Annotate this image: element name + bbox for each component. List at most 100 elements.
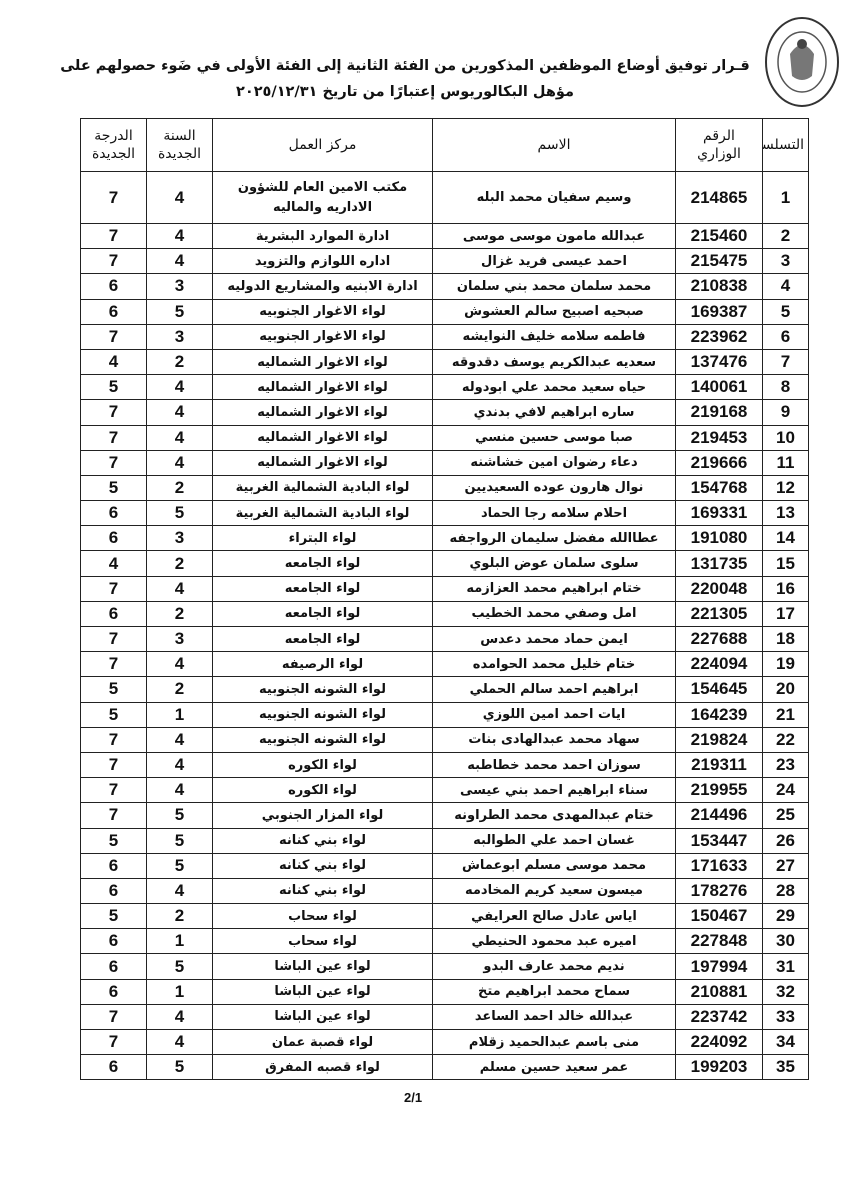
- table-cell: 219453: [675, 424, 763, 451]
- table-cell: 14: [762, 525, 809, 552]
- table-cell: 6: [80, 953, 147, 980]
- table-cell: 12: [762, 474, 809, 502]
- table-cell: لواء الاغوار الشماليه: [212, 374, 433, 401]
- table-row: 15 131735 سلوى سلمان عوض البلوي لواء الجامع…: [80, 550, 809, 577]
- table-cell: 219955: [675, 777, 763, 804]
- table-cell: 6: [80, 600, 147, 628]
- table-cell: لواء بني كنانه: [212, 827, 433, 854]
- table-cell: 6: [80, 852, 147, 879]
- table-cell: 9: [762, 399, 809, 426]
- table-cell: 4: [80, 550, 147, 577]
- table-cell: 2: [146, 903, 213, 930]
- table-cell: 32: [762, 978, 809, 1005]
- table-cell: 5: [80, 374, 147, 401]
- table-cell: 11: [762, 449, 809, 476]
- table-cell: 131735: [675, 550, 763, 577]
- table-cell: لواء الجامعه: [212, 625, 433, 653]
- table-cell: ختام خليل محمد الحوامده: [432, 651, 676, 678]
- table-row: 25 214496 ختام عبدالمهدى محمد الطراونه لواء…: [80, 802, 809, 829]
- table-cell: 220048: [675, 575, 763, 602]
- table-cell: سناء ابراهيم احمد بني عيسى: [432, 777, 676, 804]
- table-cell: 4: [146, 877, 213, 905]
- table-cell: ايمن حماد محمد دعدس: [432, 625, 676, 653]
- table-cell: لواء الشونه الجنوبيه: [212, 676, 433, 703]
- table-cell: غسان احمد علي الطوالبه: [432, 827, 676, 854]
- table-row: 17 221305 امل وصفي محمد الخطيب لواء الجامعه…: [80, 600, 809, 628]
- table-cell: 15: [762, 550, 809, 577]
- table-cell: سماح محمد ابراهيم متخ: [432, 978, 676, 1005]
- table-cell: 6: [80, 877, 147, 905]
- table-cell: امل وصفي محمد الخطيب: [432, 600, 676, 628]
- table-row: 12 154768 نوال هارون عوده السعيديين لواء ال…: [80, 474, 809, 502]
- table-cell: ايات احمد امين اللوزي: [432, 701, 676, 728]
- table-cell: 30: [762, 928, 809, 955]
- table-cell: 4: [146, 399, 213, 426]
- table-cell: 219311: [675, 751, 763, 779]
- table-cell: احمد عيسى فريد غزال: [432, 248, 676, 275]
- table-cell: 5: [146, 852, 213, 879]
- table-cell: 2: [146, 550, 213, 577]
- table-cell: 210881: [675, 978, 763, 1005]
- column-header: السنة الجديدة: [146, 118, 213, 172]
- table-cell: لواء الجامعه: [212, 575, 433, 602]
- table-row: 23 219311 سوزان احمد محمد خطاطبه لواء الكور…: [80, 751, 809, 779]
- table-cell: 7: [80, 651, 147, 678]
- table-cell: 4: [146, 777, 213, 804]
- table-cell: لواء الاغوار الشماليه: [212, 399, 433, 426]
- table-cell: 7: [80, 399, 147, 426]
- table-cell: 7: [80, 248, 147, 275]
- table-cell: 7: [80, 802, 147, 829]
- table-row: 10 219453 صبا موسى حسين منسي لواء الاغوار ا…: [80, 424, 809, 451]
- table-cell: 221305: [675, 600, 763, 628]
- table-cell: 4: [146, 449, 213, 476]
- column-header: الدرجة الجديدة: [80, 118, 147, 172]
- table-row: 13 169331 احلام سلامه رجا الحماد لواء الباد…: [80, 500, 809, 527]
- table-cell: لواء عين الباشا: [212, 978, 433, 1005]
- table-cell: عطاالله مفضل سليمان الرواجفه: [432, 525, 676, 552]
- table-cell: لواء سحاب: [212, 903, 433, 930]
- table-cell: 6: [762, 323, 809, 350]
- table-cell: 223742: [675, 1003, 763, 1031]
- table-cell: 7: [80, 1028, 147, 1056]
- table-cell: 4: [146, 1003, 213, 1031]
- table-cell: 1: [146, 701, 213, 728]
- table-cell: عبدالله خالد احمد الساعد: [432, 1003, 676, 1031]
- table-cell: فاطمه سلامه خليف النوايشه: [432, 323, 676, 350]
- table-cell: احلام سلامه رجا الحماد: [432, 500, 676, 527]
- title-line: قـرار توفيق أوضاع الموظفين المذكورين من …: [60, 58, 750, 74]
- table-cell: 219666: [675, 449, 763, 476]
- table-cell: ابراهيم احمد سالم الحملي: [432, 676, 676, 703]
- table-row: 33 223742 عبدالله خالد احمد الساعد لواء عين…: [80, 1003, 809, 1031]
- table-cell: 199203: [675, 1054, 763, 1081]
- table-cell: ختام عبدالمهدى محمد الطراونه: [432, 802, 676, 829]
- table-cell: لواء البتراء: [212, 525, 433, 552]
- table-cell: 8: [762, 374, 809, 401]
- table-cell: 31: [762, 953, 809, 980]
- table-cell: 4: [146, 651, 213, 678]
- table-cell: لواء المزار الجنوبي: [212, 802, 433, 829]
- table-cell: 191080: [675, 525, 763, 552]
- table-cell: محمد موسى مسلم ابوعماش: [432, 852, 676, 879]
- table-cell: لواء سحاب: [212, 928, 433, 955]
- table-cell: 150467: [675, 903, 763, 930]
- table-cell: لواء الاغوار الشماليه: [212, 449, 433, 476]
- table-cell: 33: [762, 1003, 809, 1031]
- table-row: 9 219168 ساره ابراهيم لافي بدندي لواء الاغو…: [80, 399, 809, 426]
- table-cell: 7: [80, 575, 147, 602]
- table-cell: 3: [146, 625, 213, 653]
- table-cell: 4: [146, 575, 213, 602]
- table-cell: 5: [146, 298, 213, 325]
- table-cell: 4: [146, 424, 213, 451]
- table-cell: 18: [762, 625, 809, 653]
- table-cell: 27: [762, 852, 809, 879]
- table-cell: 214865: [675, 171, 763, 224]
- table-cell: ميسون سعيد كريم المخادمه: [432, 877, 676, 905]
- table-cell: 3: [146, 273, 213, 300]
- table-row: 22 219824 سهاد محمد عبدالهادى بنات لواء الش…: [80, 726, 809, 753]
- table-cell: منى باسم عبدالحميد زقلام: [432, 1028, 676, 1056]
- table-cell: ادارة الابنيه والمشاريع الدوليه: [212, 273, 433, 300]
- table-cell: 210838: [675, 273, 763, 300]
- table-cell: صبا موسى حسين منسي: [432, 424, 676, 451]
